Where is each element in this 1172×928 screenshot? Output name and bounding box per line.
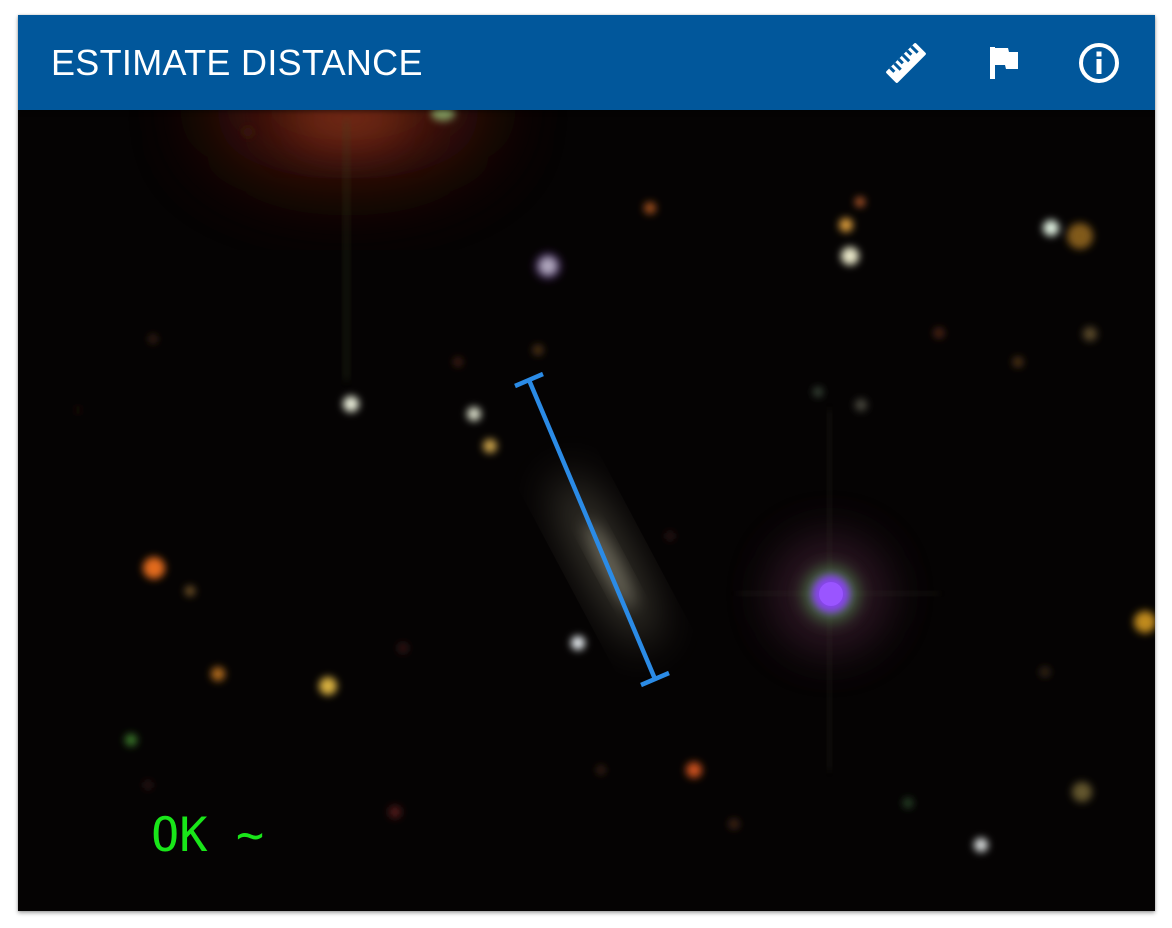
- status-label: OK ~: [151, 808, 265, 863]
- measurement-endcap-start: [514, 371, 544, 389]
- measurement-ruler-line: [514, 371, 670, 688]
- distance-measurement[interactable]: [18, 110, 1155, 911]
- info-button[interactable]: [1073, 37, 1125, 89]
- measure-button[interactable]: [880, 37, 932, 89]
- toolbar-title: ESTIMATE DISTANCE: [51, 42, 423, 83]
- estimate-distance-card: ESTIMATE DISTANCE: [18, 15, 1155, 911]
- sky-image[interactable]: [18, 110, 1155, 911]
- measurement-line: [526, 379, 658, 680]
- info-icon: [1079, 43, 1119, 83]
- flag-icon: [990, 47, 1018, 79]
- ruler-icon: [886, 43, 926, 83]
- galaxy-image: [18, 110, 1155, 911]
- toolbar: ESTIMATE DISTANCE: [18, 15, 1155, 110]
- flag-button[interactable]: [978, 37, 1030, 89]
- measurement-endcap-end: [640, 670, 670, 688]
